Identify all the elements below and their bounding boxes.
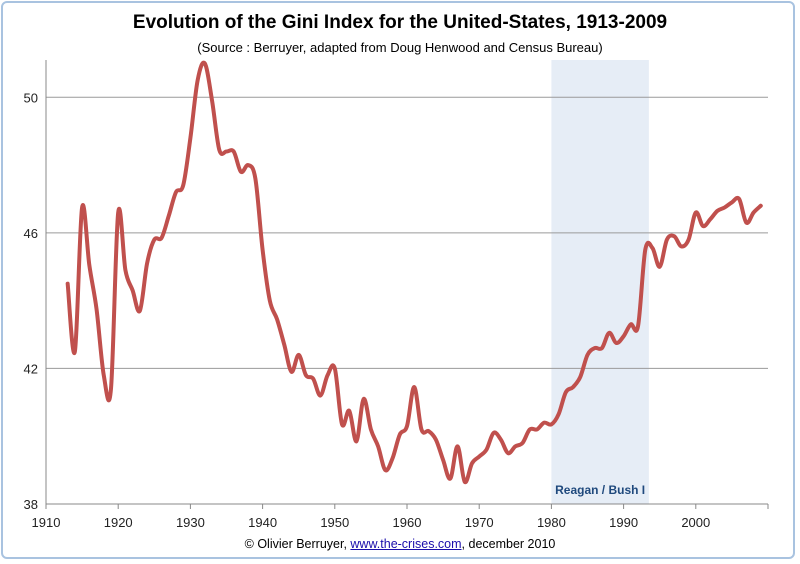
annotation-label: Reagan / Bush I bbox=[555, 483, 645, 497]
credit-suffix: , december 2010 bbox=[461, 537, 556, 551]
x-tick-label: 1960 bbox=[393, 515, 422, 530]
gini-line bbox=[65, 60, 763, 485]
x-tick-label: 1990 bbox=[609, 515, 638, 530]
credit-prefix: © Olivier Berruyer, bbox=[244, 537, 351, 551]
x-tick-label: 1930 bbox=[176, 515, 205, 530]
y-tick-label: 42 bbox=[24, 361, 38, 376]
chart-title: Evolution of the Gini Index for the Unit… bbox=[132, 12, 668, 33]
annotation-band bbox=[551, 60, 649, 504]
y-tick-label: 46 bbox=[24, 226, 38, 241]
x-tick-label: 1980 bbox=[537, 515, 566, 530]
x-tick-label: 1910 bbox=[32, 515, 61, 530]
credit-link[interactable]: www.the-crises.com bbox=[350, 537, 462, 551]
x-tick-label: 2000 bbox=[681, 515, 710, 530]
x-tick-label: 1940 bbox=[248, 515, 277, 530]
x-tick-label: 1950 bbox=[320, 515, 349, 530]
y-tick-label: 38 bbox=[24, 497, 38, 512]
x-tick-label: 1920 bbox=[104, 515, 133, 530]
y-tick-label: 50 bbox=[24, 90, 38, 105]
chart-subtitle: (Source : Berruyer, adapted from Doug He… bbox=[197, 40, 603, 55]
x-tick-label: 1970 bbox=[465, 515, 494, 530]
credit-line: © Olivier Berruyer, www.the-crises.com, … bbox=[0, 537, 800, 551]
